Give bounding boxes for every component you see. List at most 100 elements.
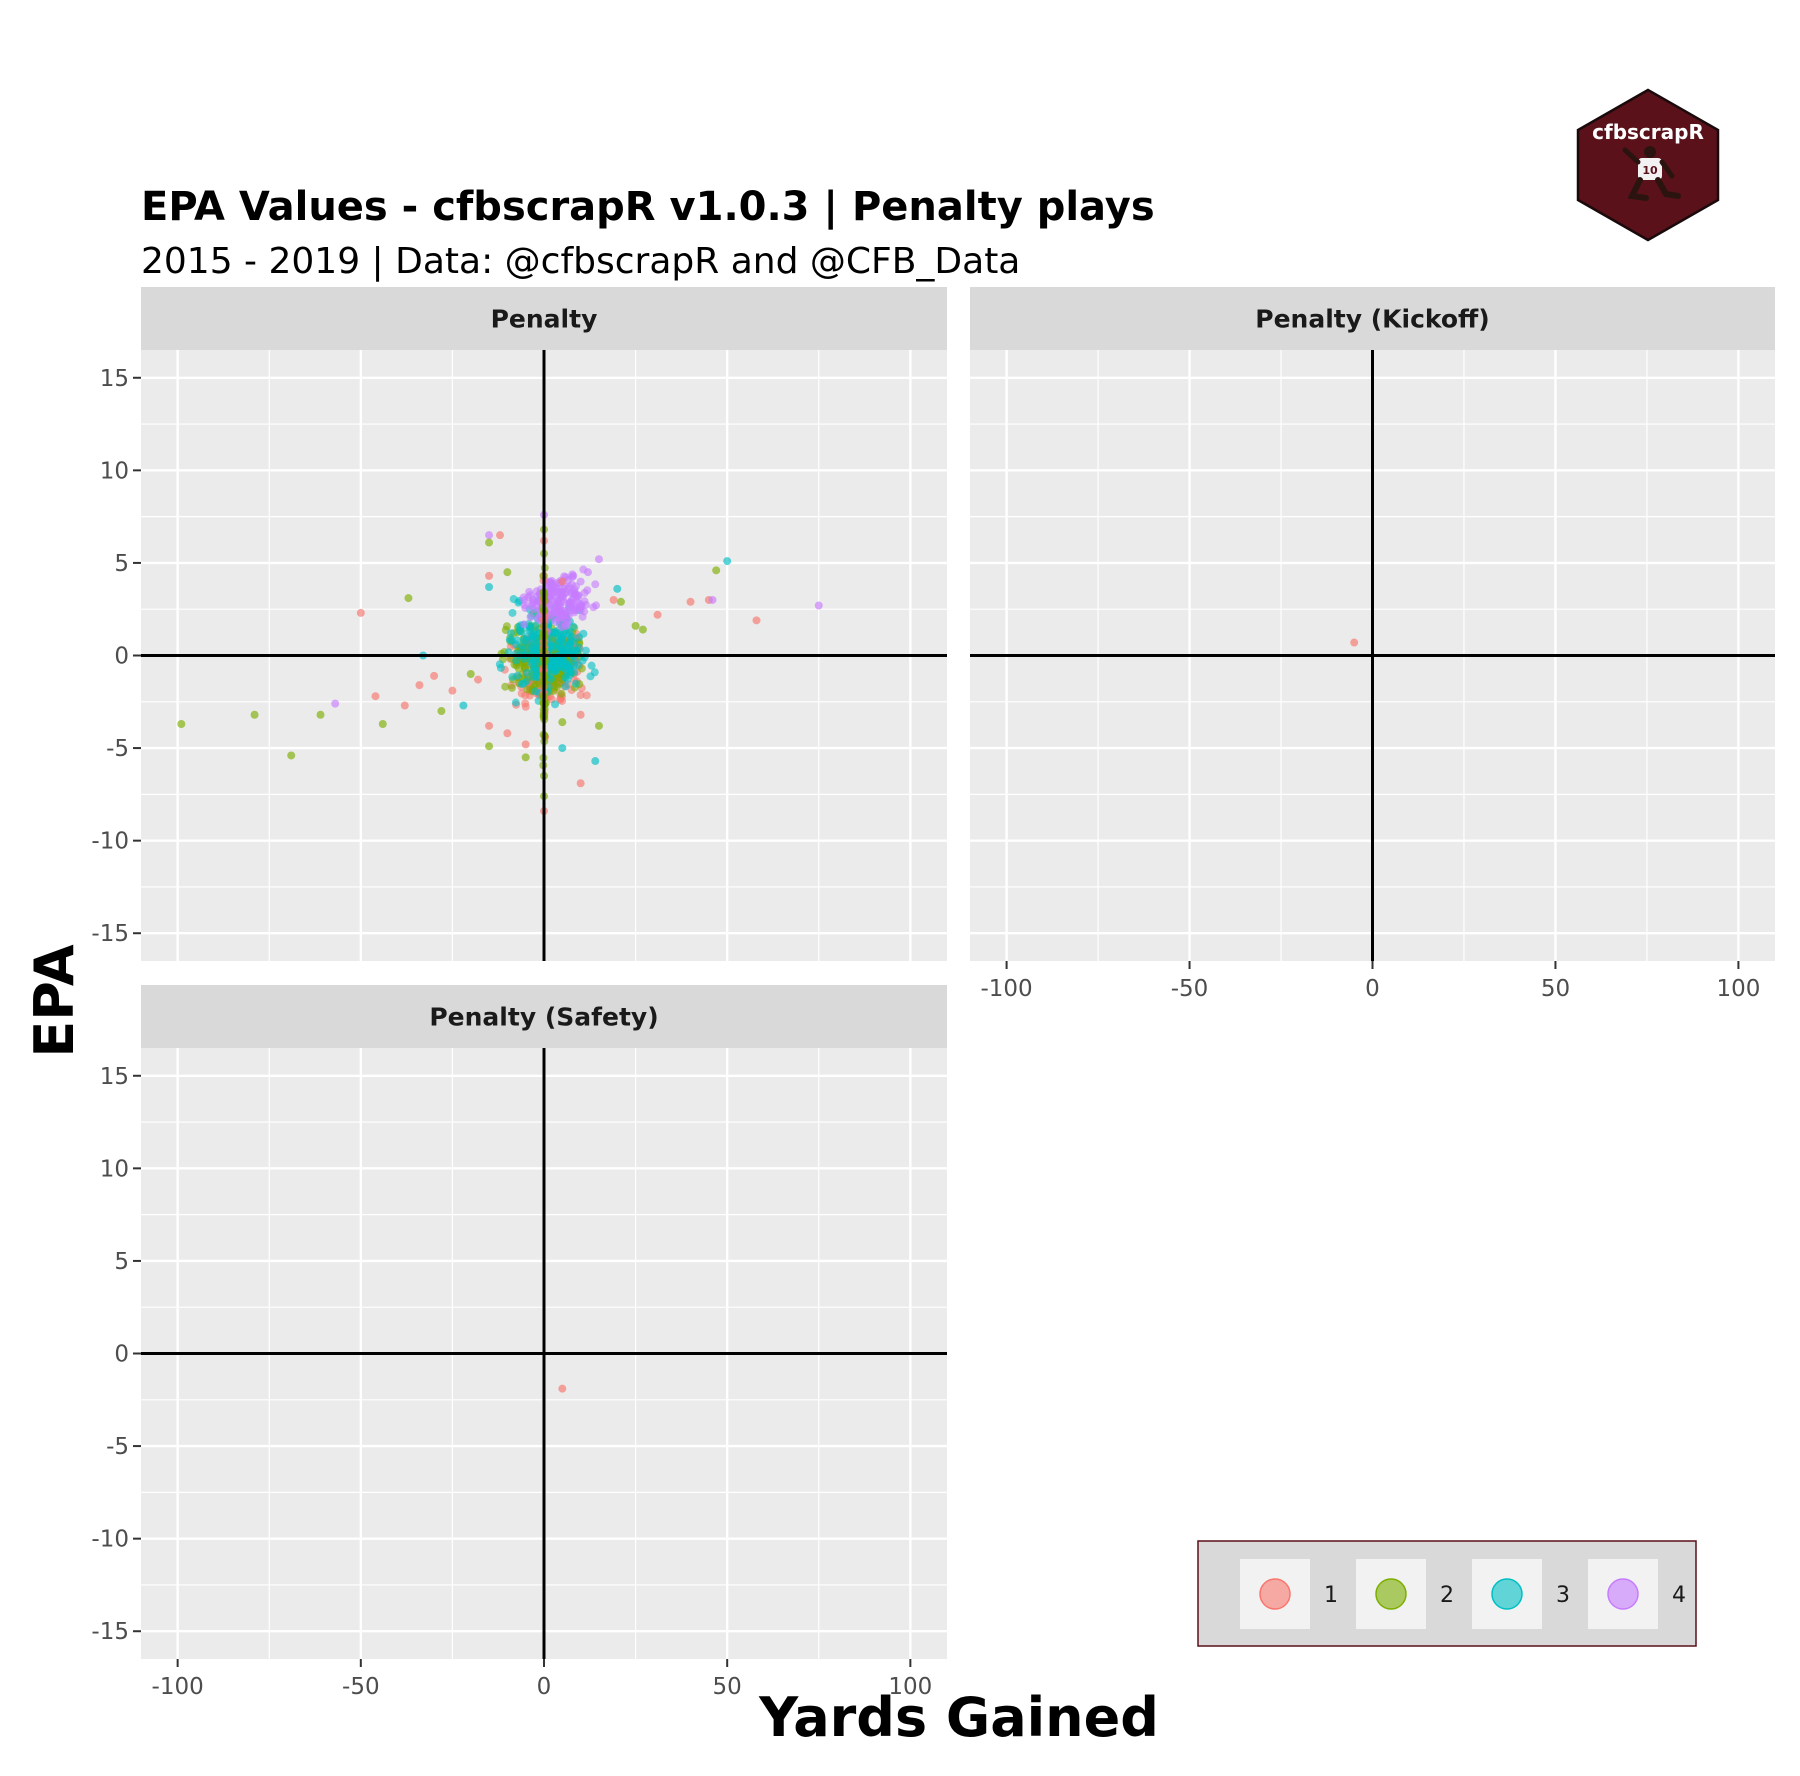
x-tick-label: -100 [980, 976, 1032, 1002]
data-point [528, 595, 537, 604]
data-point [316, 710, 325, 719]
y-tick-label: -15 [91, 921, 129, 947]
x-tick-label: -100 [152, 1674, 204, 1700]
data-point [590, 668, 599, 677]
data-point [485, 742, 494, 751]
data-point [638, 625, 647, 634]
y-tick-label: 0 [114, 644, 129, 670]
data-point [591, 757, 600, 766]
data-point [583, 568, 592, 577]
data-point [564, 611, 573, 620]
points-layer [1350, 638, 1359, 647]
x-tick-label: 50 [1541, 976, 1570, 1002]
data-point [653, 610, 662, 619]
data-point [609, 595, 618, 604]
y-tick-label: -5 [106, 1434, 129, 1460]
data-point [528, 601, 537, 610]
y-tick-label: -10 [91, 1527, 129, 1553]
x-tick-label: 100 [888, 1674, 932, 1700]
data-point [502, 622, 511, 631]
data-point [553, 608, 562, 617]
logo-text: cfbscrapR [1592, 120, 1704, 144]
data-point [532, 628, 541, 637]
data-point [551, 700, 560, 709]
data-point [511, 698, 520, 707]
panel-penalty: Penalty -15 -10 -5 0 5 10 15 [91, 287, 947, 961]
data-point [752, 616, 761, 625]
data-point [686, 597, 695, 606]
data-point [613, 584, 622, 593]
data-point [1350, 638, 1359, 647]
y-tick-label: -5 [106, 736, 129, 762]
legend-label: 3 [1556, 1583, 1570, 1608]
data-point [558, 718, 567, 727]
y-tick-label: -15 [91, 1619, 129, 1645]
data-point [526, 613, 535, 622]
data-point [558, 696, 567, 705]
data-point [561, 682, 570, 691]
data-point [582, 691, 591, 700]
data-point [587, 661, 596, 670]
legend-swatch [1607, 1578, 1639, 1610]
facet-label: Penalty (Safety) [429, 1003, 658, 1032]
data-point [580, 588, 589, 597]
data-point [559, 664, 568, 673]
data-point [520, 620, 529, 629]
legend-item: 3 [1472, 1559, 1570, 1629]
x-tick-label: 0 [537, 1674, 552, 1700]
data-point [525, 587, 534, 596]
legend-swatch [1375, 1578, 1407, 1610]
data-point [430, 671, 439, 680]
data-point [521, 753, 530, 762]
data-point [569, 571, 578, 580]
data-point [594, 555, 603, 564]
data-point [415, 681, 424, 690]
data-point [574, 661, 583, 670]
facet-strip [970, 287, 1775, 350]
data-point [708, 595, 717, 604]
data-point [576, 779, 585, 788]
data-point [521, 699, 530, 708]
data-point [557, 623, 566, 632]
data-point [485, 531, 494, 540]
data-point [404, 594, 413, 603]
data-point [563, 675, 572, 684]
facet-strip [141, 985, 947, 1048]
data-point [517, 689, 526, 698]
data-point [521, 740, 530, 749]
data-point [508, 672, 517, 681]
data-point [581, 646, 590, 655]
data-point [571, 679, 580, 688]
data-point [712, 566, 721, 575]
data-point [558, 643, 567, 652]
data-point [400, 701, 409, 710]
data-point [528, 643, 537, 652]
data-point [546, 662, 555, 671]
data-point [512, 656, 521, 665]
data-point [576, 710, 585, 719]
data-point [485, 538, 494, 547]
facet-label: Penalty [491, 305, 598, 334]
x-tick-label: 50 [713, 1674, 742, 1700]
data-point [558, 577, 567, 586]
data-point [558, 744, 567, 753]
x-axis-title: Yards Gained [758, 1686, 1159, 1749]
football-player-icon: 10 [1622, 146, 1681, 201]
legend-item: 2 [1356, 1559, 1454, 1629]
data-point [564, 602, 573, 611]
points-layer [558, 1384, 567, 1393]
data-point [564, 630, 573, 639]
data-point [331, 699, 340, 708]
legend-swatch [1491, 1578, 1523, 1610]
legend-label: 4 [1672, 1583, 1686, 1608]
data-point [631, 621, 640, 630]
data-point [505, 635, 514, 644]
data-point [558, 1384, 567, 1393]
facet-strip [141, 287, 947, 350]
chart-title: EPA Values - cfbscrapR v1.0.3 | Penalty … [141, 184, 1155, 231]
data-point [466, 670, 475, 679]
data-point [559, 597, 568, 606]
data-point [523, 668, 532, 677]
legend-item: 4 [1588, 1559, 1686, 1629]
